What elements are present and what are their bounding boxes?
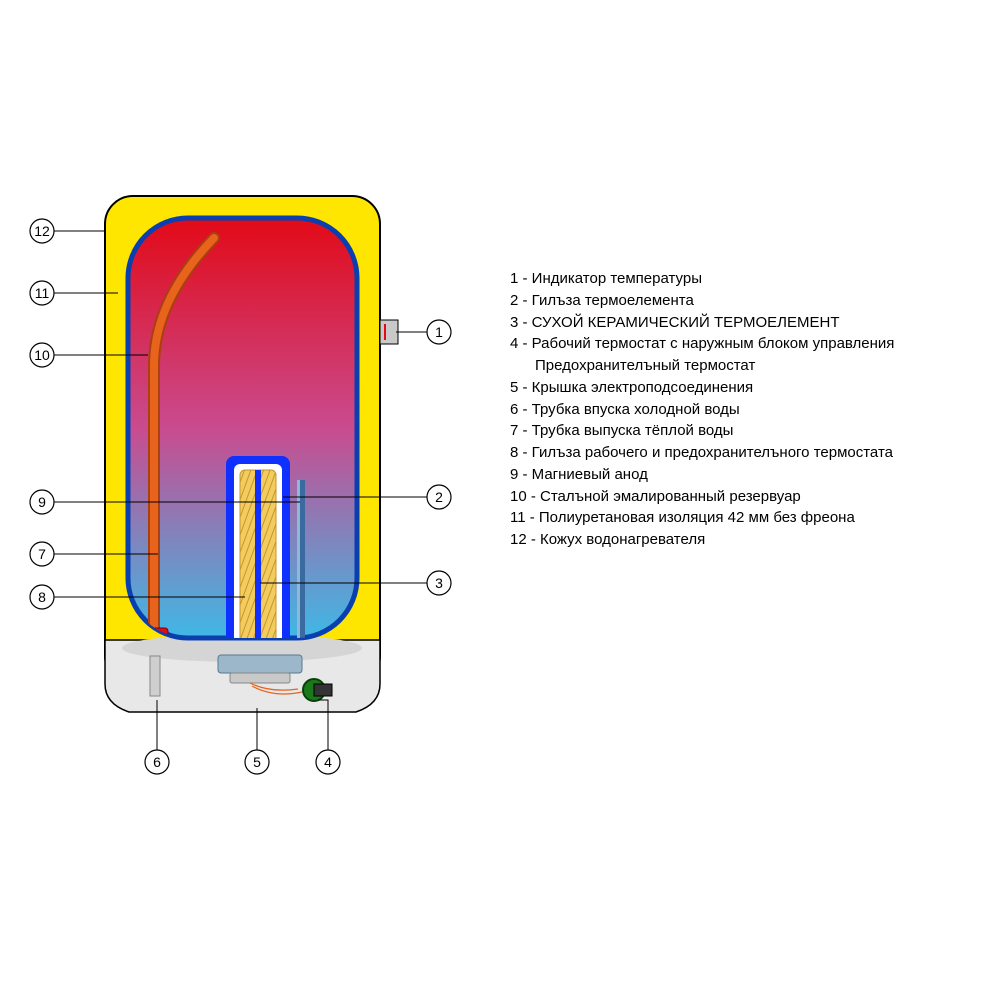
anode (297, 480, 305, 652)
callout-number-11: 11 (35, 285, 50, 301)
heater-assembly (226, 456, 290, 658)
legend-item-9: 9 - Магниевый анод (510, 464, 894, 486)
temp-indicator (380, 320, 398, 344)
legend-item-7: 7 - Трубка выпуска тёплой воды (510, 420, 894, 442)
callout-number-1: 1 (435, 324, 443, 340)
legend-item-4: 4 - Рабочий термостат с наружным блоком … (510, 333, 894, 355)
callout-number-4: 4 (324, 754, 332, 770)
callout-number-2: 2 (435, 489, 443, 505)
legend-item-4-sub: Предохранителъный термостат (510, 355, 894, 377)
callout-number-5: 5 (253, 754, 261, 770)
callout-number-10: 10 (34, 347, 50, 363)
legend-item-1: 1 - Индикатор температуры (510, 268, 894, 290)
callout-number-7: 7 (38, 546, 46, 562)
legend-item-11: 11 - Полиуретановая изоляция 42 мм без ф… (510, 507, 894, 529)
legend-item-8: 8 - Гилъза рабочего и предохранителъного… (510, 442, 894, 464)
diagram-stage: 121110978123654 1 - Индикатор температур… (0, 0, 1000, 1000)
callout-number-6: 6 (153, 754, 161, 770)
callout-number-12: 12 (34, 223, 50, 239)
callout-number-3: 3 (435, 575, 443, 591)
legend-item-10: 10 - Сталъной эмалированный резервуар (510, 486, 894, 508)
legend-item-6: 6 - Трубка впуска холодной воды (510, 399, 894, 421)
callout-number-9: 9 (38, 494, 46, 510)
legend-item-2: 2 - Гилъза термоелемента (510, 290, 894, 312)
legend-item-5: 5 - Крышка электроподсоединения (510, 377, 894, 399)
callout-number-8: 8 (38, 589, 46, 605)
legend-item-3: 3 - СУХОЙ КЕРАМИЧЕСКИЙ ТЕРМОЕЛЕМЕНТ (510, 312, 894, 334)
legend-item-12: 12 - Кожух водонагревателя (510, 529, 894, 551)
legend: 1 - Индикатор температуры2 - Гилъза терм… (510, 268, 894, 551)
